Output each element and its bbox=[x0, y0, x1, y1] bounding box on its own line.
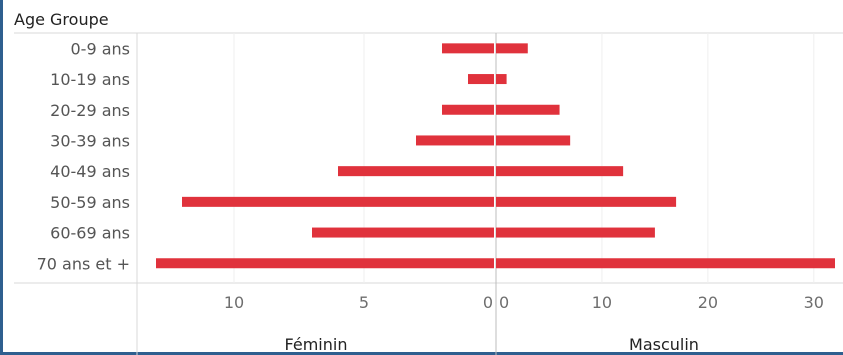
category-label: 30-39 ans bbox=[50, 131, 130, 150]
masculin-panel-label: Masculin bbox=[629, 335, 699, 354]
masculin-bars bbox=[496, 43, 835, 269]
bar-feminin bbox=[182, 196, 494, 207]
feminin-bars bbox=[156, 43, 494, 269]
category-label: 20-29 ans bbox=[50, 101, 130, 120]
bar-feminin bbox=[442, 43, 494, 54]
bar-feminin bbox=[338, 166, 494, 177]
tick-label: 5 bbox=[359, 293, 369, 312]
category-label: 0-9 ans bbox=[71, 39, 131, 58]
bar-masculin bbox=[496, 135, 571, 146]
category-label: 40-49 ans bbox=[50, 162, 130, 181]
tick-label: 30 bbox=[804, 293, 824, 312]
tick-label: 10 bbox=[224, 293, 244, 312]
tick-label: 0 bbox=[499, 293, 509, 312]
tick-label: 20 bbox=[698, 293, 718, 312]
masculin-axis-ticks: 0 10 20 30 bbox=[499, 293, 824, 312]
bar-feminin bbox=[312, 227, 494, 238]
feminin-axis-ticks: 10 5 0 bbox=[224, 293, 493, 312]
population-pyramid-chart: Age Groupe 0-9 ans 10-19 ans 20-29 ans 30-3… bbox=[14, 10, 843, 355]
category-labels: 0-9 ans 10-19 ans 20-29 ans 30-39 ans 40-49 … bbox=[37, 39, 130, 273]
tick-label: 10 bbox=[592, 293, 612, 312]
bar-feminin bbox=[416, 135, 494, 146]
grid-lines bbox=[14, 32, 843, 355]
bar-feminin bbox=[156, 258, 494, 269]
bar-masculin bbox=[496, 196, 677, 207]
category-label: 50-59 ans bbox=[50, 193, 130, 212]
category-label: 60-69 ans bbox=[50, 224, 130, 243]
tick-label: 0 bbox=[483, 293, 493, 312]
bar-masculin bbox=[496, 227, 655, 238]
bar-masculin bbox=[496, 166, 624, 177]
bar-feminin bbox=[468, 74, 494, 85]
bar-masculin bbox=[496, 74, 507, 85]
feminin-panel-label: Féminin bbox=[285, 335, 348, 354]
row-header-label: Age Groupe bbox=[14, 10, 109, 29]
bar-masculin bbox=[496, 258, 835, 269]
bar-masculin bbox=[496, 104, 560, 115]
category-label: 10-19 ans bbox=[50, 70, 130, 89]
bar-masculin bbox=[496, 43, 528, 54]
bar-feminin bbox=[442, 104, 494, 115]
category-label: 70 ans et + bbox=[37, 254, 130, 273]
